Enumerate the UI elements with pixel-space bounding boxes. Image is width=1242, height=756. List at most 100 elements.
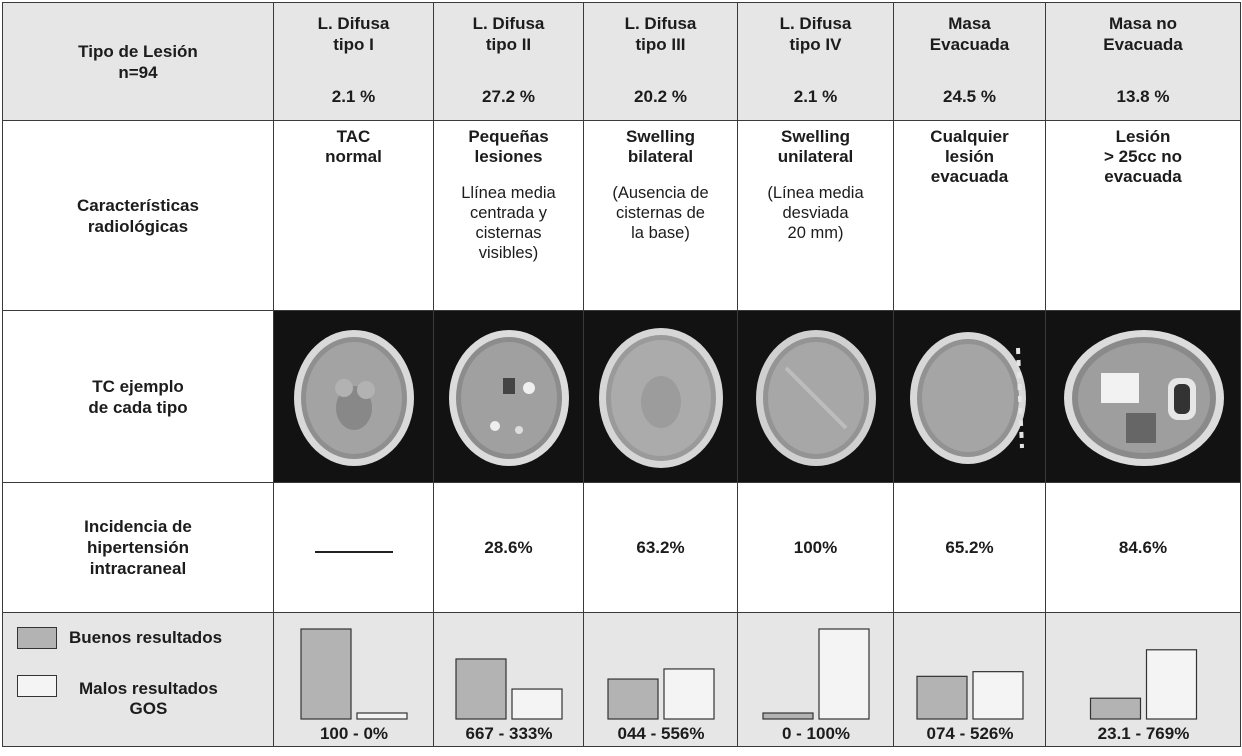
radiologic-bold-line: evacuada (1104, 167, 1182, 186)
ct-cell (737, 310, 894, 483)
radiologic-detail: (Ausencia de cisternas de la base) (584, 183, 737, 243)
outcome-chart-cell: 23.1 - 769% (1045, 612, 1241, 747)
col-header-line1: L. Difusa (624, 14, 697, 33)
outcome-chart: 667 - 333% (455, 658, 563, 743)
row-label-line: Características (77, 195, 199, 215)
outcome-chart-cell: 044 - 556% (583, 612, 738, 747)
outcomes-row: Buenos resultados Malos resultados GOS 1… (2, 612, 1241, 747)
radiologic-detail-line: (Ausencia de (612, 184, 709, 202)
col-header-difusa-iii: L. Difusa tipo III 20.2 % (583, 2, 738, 121)
radiologic-detail: (Línea media desviada 20 mm) (738, 183, 893, 243)
col-header-percent: 20.2 % (634, 87, 687, 106)
radiologic-bold-line: TAC (336, 127, 371, 146)
ct-scan-image (1055, 317, 1231, 476)
ct-row: TC ejemplo de cada tipo (2, 310, 1241, 483)
radiologic-bold-line: unilateral (777, 147, 854, 166)
legend-good-swatch (17, 627, 57, 649)
col-header-masa-no-evacuada: Masa no Evacuada 13.8 % (1045, 2, 1241, 121)
not-applicable-dash (314, 550, 393, 553)
header-row: Tipo de Lesión n=94 L. Difusa tipo I 2.1… (2, 2, 1241, 121)
outcome-data-label: 100 - 0% (320, 724, 388, 743)
good-outcome-bar (762, 712, 814, 720)
bad-outcome-bar (972, 671, 1024, 720)
radiologic-detail-line: Llínea media (461, 184, 556, 202)
radiologic-detail-line: (Línea media (767, 184, 864, 202)
legend-bad-sublabel: GOS (129, 699, 168, 718)
radiologic-detail-line: visibles) (478, 244, 539, 262)
incidence-row-label: Incidencia de hipertensión intracraneal (2, 482, 274, 613)
incidence-cell: 65.2% (893, 482, 1046, 613)
radiologic-bold-line: Pequeñas (468, 127, 549, 146)
ct-scan-image (900, 317, 1039, 476)
radiologic-cell: Swelling unilateral (Línea media desviada 2… (737, 120, 894, 311)
radiologic-cell: Pequeñas lesiones Llínea media centrada y c… (433, 120, 584, 311)
outcome-chart: 23.1 - 769% (1089, 649, 1198, 743)
col-header-line2: tipo II (485, 35, 532, 54)
col-header-line1: L. Difusa (317, 14, 390, 33)
col-header-percent: 2.1 % (793, 87, 838, 106)
radiologic-bold-line: Swelling (781, 127, 850, 146)
good-outcome-bar (916, 675, 968, 720)
good-outcome-bar (1089, 697, 1142, 720)
ct-cell (893, 310, 1046, 483)
radiologic-bold-line: > 25cc no (1104, 147, 1182, 166)
col-header-difusa-i: L. Difusa tipo I 2.1 % (273, 2, 434, 121)
incidence-row: Incidencia de hipertensión intracraneal … (2, 482, 1241, 613)
incidence-cell (273, 482, 434, 613)
bad-outcome-bar (356, 712, 408, 720)
col-header-difusa-ii: L. Difusa tipo II 27.2 % (433, 2, 584, 121)
outcome-data-label: 074 - 526% (927, 724, 1014, 743)
radiologic-bold-line: lesión (944, 147, 995, 166)
col-header-line2: tipo III (635, 35, 686, 54)
col-header-masa-evacuada: Masa Evacuada 24.5 % (893, 2, 1046, 121)
outcome-chart-cell: 100 - 0% (273, 612, 434, 747)
ct-row-label: TC ejemplo de cada tipo (2, 310, 274, 483)
radiologic-bold-line: Lesión (1115, 127, 1171, 146)
radiologic-bold-line: lesiones (474, 147, 543, 166)
radiologic-bold: Swelling bilateral (584, 127, 737, 167)
legend-bad: Malos resultados GOS (17, 675, 218, 719)
row-label-line: hipertensión (86, 538, 189, 557)
radiologic-detail-line: la base) (631, 224, 690, 242)
radiologic-cell: TAC normal (273, 120, 434, 311)
outcome-data-label: 044 - 556% (618, 724, 705, 743)
outcome-chart: 0 - 100% (762, 628, 870, 743)
radiologic-cell: Swelling bilateral (Ausencia de cisternas … (583, 120, 738, 311)
radiologic-row: Características radiológicas TAC normal P… (2, 120, 1241, 311)
row-label-line: intracraneal (89, 559, 187, 578)
legend-good: Buenos resultados (17, 627, 222, 649)
radiologic-cell: Lesión > 25cc no evacuada (1045, 120, 1241, 311)
legend-good-label: Buenos resultados (69, 628, 223, 647)
radiologic-row-label: Características radiológicas (2, 120, 274, 311)
outcome-chart: 100 - 0% (300, 628, 408, 743)
bad-outcome-bar (663, 668, 715, 720)
good-outcome-bar (300, 628, 352, 720)
outcome-data-label: 667 - 333% (466, 724, 553, 743)
col-header-percent: 27.2 % (482, 87, 535, 106)
outcome-chart: 044 - 556% (607, 668, 715, 743)
row-label-line: Incidencia de (84, 517, 192, 536)
legend-bad-swatch (17, 675, 57, 697)
radiologic-detail-line: 20 mm) (787, 224, 844, 242)
radiologic-bold-line: normal (325, 147, 382, 166)
corner-count: n=94 (118, 62, 158, 82)
radiologic-bold-line: bilateral (627, 147, 694, 166)
col-header-percent: 2.1 % (331, 87, 376, 106)
ct-cell (433, 310, 584, 483)
col-header-percent: 24.5 % (943, 87, 996, 106)
radiologic-detail-line: desviada (782, 204, 849, 222)
legend-bad-label: Malos resultados (79, 679, 218, 698)
col-header-line1: Masa (948, 14, 991, 33)
ct-scan-image (284, 317, 423, 476)
bad-outcome-bar (1145, 649, 1198, 720)
good-outcome-bar (455, 658, 507, 720)
radiologic-bold: Swelling unilateral (738, 127, 893, 167)
col-header-line2: Evacuada (1103, 35, 1183, 54)
radiologic-bold: Lesión > 25cc no evacuada (1046, 127, 1240, 187)
ct-scan-image (591, 317, 730, 476)
col-header-percent: 13.8 % (1116, 87, 1170, 106)
radiologic-detail: Llínea media centrada y cisternas visibles) (434, 183, 583, 263)
radiologic-detail-line: centrada y (469, 204, 548, 222)
